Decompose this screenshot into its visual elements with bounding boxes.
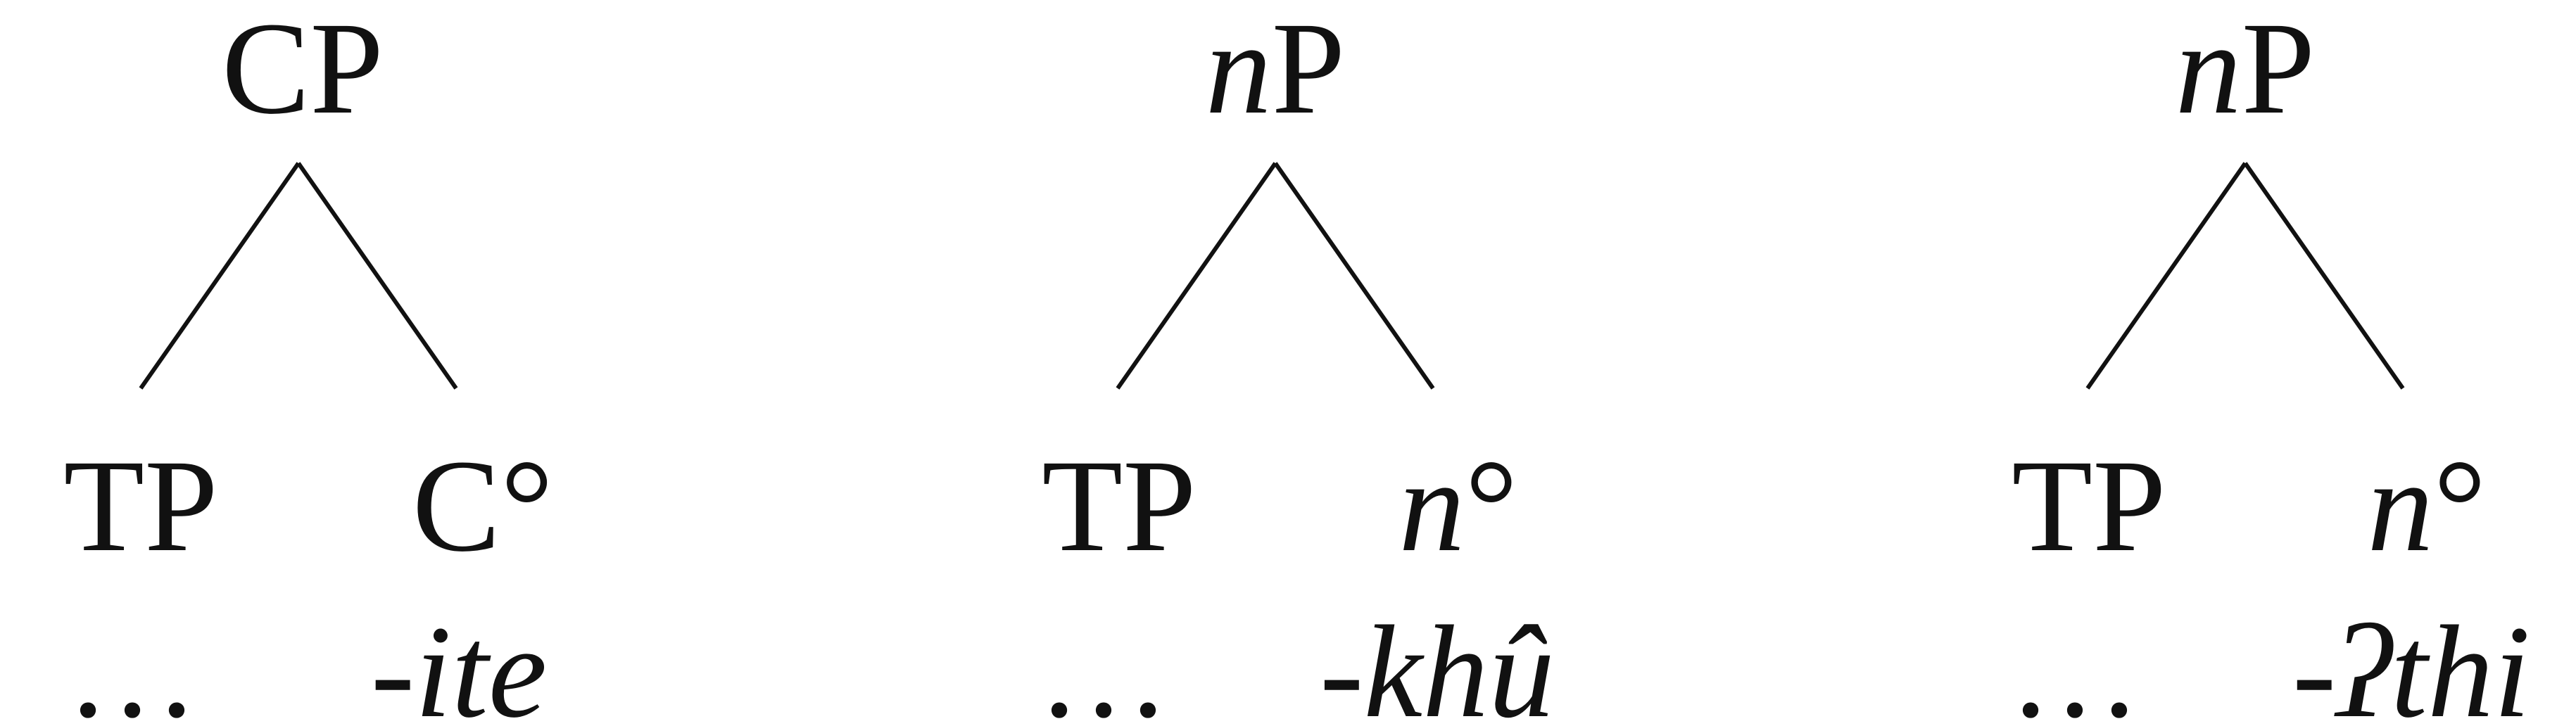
tree-2-right-daughter: n° xyxy=(1399,432,1517,579)
tree-1-left-daughter: TP xyxy=(63,432,217,579)
tree-1-root-label: CP xyxy=(222,0,384,141)
tree-3-right-exponent: -ʔthi xyxy=(2292,598,2530,726)
tree-1-root-tail: CP xyxy=(222,0,384,141)
tree-1-left-branch xyxy=(139,162,301,390)
tree-3-right-daughter-tail: ° xyxy=(2433,432,2486,579)
tree-1-left-exponent: … xyxy=(66,598,198,726)
tree-2-root-head: n xyxy=(1206,0,1272,141)
tree-2-root-label: nP xyxy=(1206,0,1346,141)
tree-2-right-exponent: -khû xyxy=(1320,598,1555,726)
tree-1-right-branch xyxy=(296,162,458,390)
tree-3-right-daughter: n° xyxy=(2367,432,2486,579)
tree-1-right-exponent: -ite xyxy=(371,598,548,726)
tree-2-left-branch xyxy=(1116,162,1277,390)
tree-cp: CP TP C° … -ite xyxy=(63,0,553,726)
tree-2-right-daughter-head: n xyxy=(1399,432,1465,579)
tree-3-right-branch xyxy=(2243,162,2405,390)
tree-3-left-exponent: … xyxy=(2009,598,2141,726)
tree-np-2: nP TP n° … -ʔthi xyxy=(2009,0,2530,726)
tree-2-right-daughter-tail: ° xyxy=(1465,432,1517,579)
tree-3-left-daughter: TP xyxy=(2012,432,2166,579)
tree-2-left-daughter: TP xyxy=(1042,432,1196,579)
tree-2-root-tail: P xyxy=(1272,0,1346,141)
tree-3-root-label: nP xyxy=(2176,0,2316,141)
tree-3-left-branch xyxy=(2085,162,2247,390)
tree-3-right-daughter-head: n xyxy=(2367,432,2433,579)
tree-2-right-branch xyxy=(1273,162,1435,390)
tree-2-left-exponent: … xyxy=(1037,598,1170,726)
tree-np-1: nP TP n° … -khû xyxy=(1037,0,1555,726)
tree-1-right-daughter: C° xyxy=(412,432,554,579)
tree-3-root-tail: P xyxy=(2242,0,2316,141)
tree-1-right-daughter-tail: C° xyxy=(412,432,554,579)
tree-3-root-head: n xyxy=(2176,0,2242,141)
